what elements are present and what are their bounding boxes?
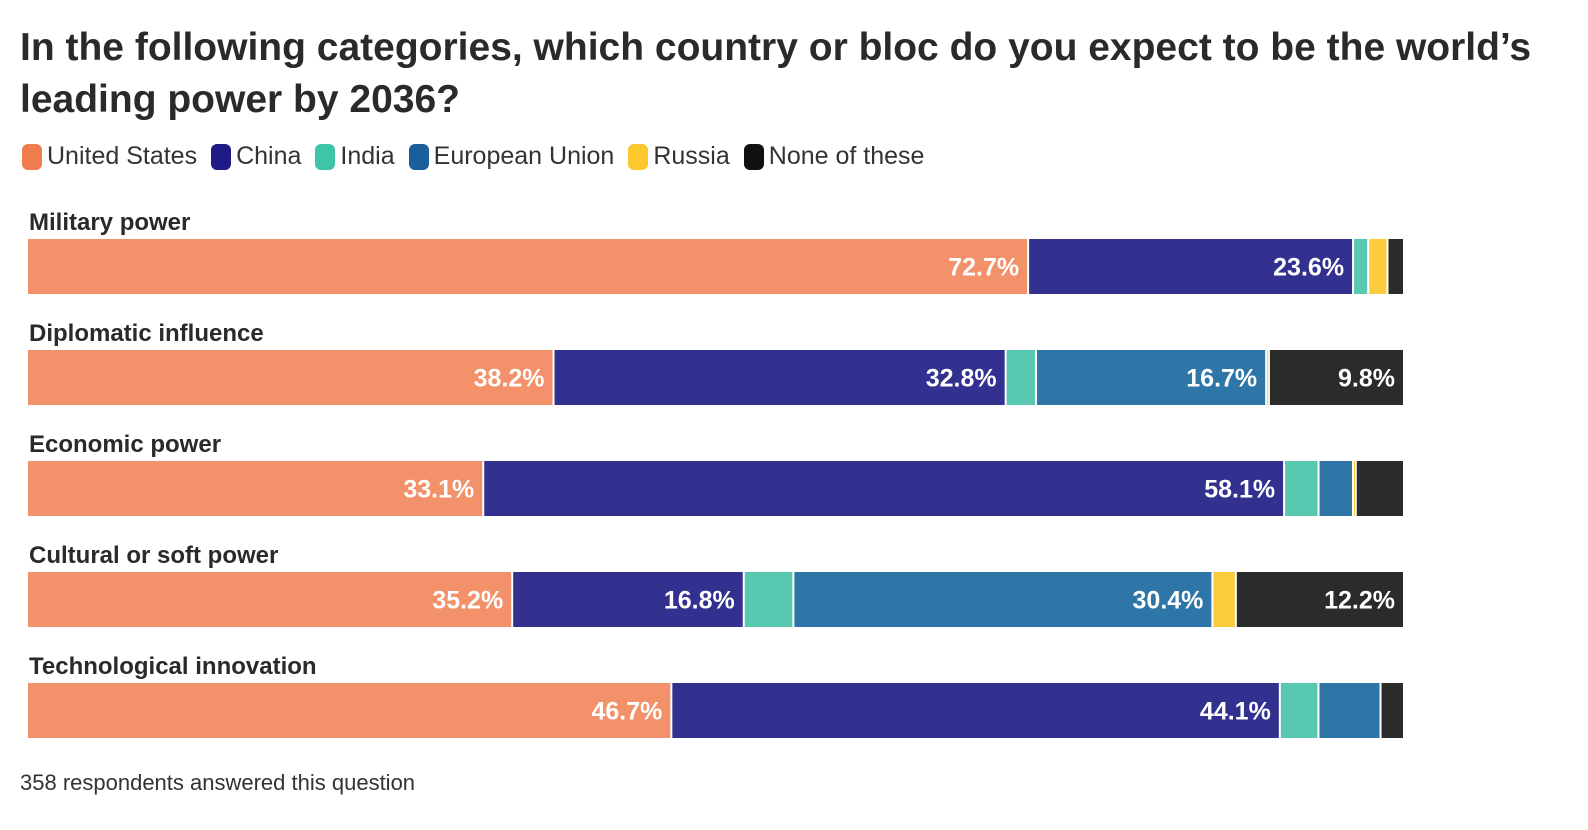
legend-label-china: China bbox=[236, 142, 302, 170]
data-label-cultural-or-soft-power-china: 16.8% bbox=[664, 587, 735, 615]
data-label-cultural-or-soft-power-european-union: 30.4% bbox=[1133, 587, 1204, 615]
bar-segment-military-power-russia bbox=[1369, 239, 1387, 294]
bar-segment-diplomatic-influence-european-union bbox=[1036, 350, 1266, 405]
bar-segment-diplomatic-influence-none-of-these bbox=[1269, 350, 1403, 405]
bar-segment-economic-power-china bbox=[484, 461, 1284, 516]
bar-segment-technological-innovation-india bbox=[1280, 683, 1318, 738]
data-label-diplomatic-influence-china: 32.8% bbox=[926, 365, 997, 393]
legend-label-russia: Russia bbox=[653, 142, 730, 170]
bar-segment-diplomatic-influence-china bbox=[554, 350, 1005, 405]
category-label-cultural-or-soft-power: Cultural or soft power bbox=[29, 542, 278, 569]
bar-segment-economic-power-united-states bbox=[28, 461, 483, 516]
bar-segment-diplomatic-influence-united-states bbox=[28, 350, 553, 405]
bar-segment-economic-power-russia bbox=[1354, 461, 1355, 516]
chart-title: In the following categories, which count… bbox=[20, 26, 1532, 121]
bar-segment-military-power-united-states bbox=[28, 239, 1028, 294]
legend: United States China India European Union… bbox=[22, 142, 938, 171]
bar-segment-cultural-or-soft-power-russia bbox=[1213, 572, 1235, 627]
legend-swatch-european-union bbox=[408, 143, 429, 170]
legend-item-russia: Russia bbox=[628, 142, 730, 171]
legend-swatch-russia bbox=[628, 143, 649, 170]
legend-item-none-of-these: None of these bbox=[743, 142, 925, 171]
bar-segment-economic-power-european-union bbox=[1319, 461, 1352, 516]
legend-swatch-india bbox=[315, 143, 336, 170]
bar-segment-diplomatic-influence-russia bbox=[1267, 350, 1269, 405]
legend-swatch-none-of-these bbox=[743, 143, 764, 170]
bar-segment-military-power-none-of-these bbox=[1388, 239, 1403, 294]
category-label-technological-innovation: Technological innovation bbox=[29, 653, 317, 680]
category-label-economic-power: Economic power bbox=[29, 431, 221, 458]
stacked-bar-chart: Military power 72.7% 23.6% Diplomatic influ… bbox=[28, 209, 1403, 738]
data-label-diplomatic-influence-european-union: 16.7% bbox=[1186, 365, 1257, 393]
bar-segment-cultural-or-soft-power-european-union bbox=[794, 572, 1212, 627]
data-label-economic-power-united-states: 33.1% bbox=[403, 476, 474, 504]
legend-label-india: India bbox=[340, 142, 395, 170]
bar-segment-economic-power-india bbox=[1285, 461, 1318, 516]
bar-segment-technological-innovation-china bbox=[672, 683, 1279, 738]
bar-segment-technological-innovation-united-states bbox=[28, 683, 671, 738]
data-label-diplomatic-influence-none-of-these: 9.8% bbox=[1338, 365, 1395, 393]
data-label-cultural-or-soft-power-none-of-these: 12.2% bbox=[1324, 587, 1395, 615]
bar-segment-cultural-or-soft-power-india bbox=[744, 572, 793, 627]
legend-label-none-of-these: None of these bbox=[768, 142, 925, 170]
legend-item-india: India bbox=[315, 142, 395, 171]
category-label-military-power: Military power bbox=[29, 209, 190, 236]
bar-segment-economic-power-none-of-these bbox=[1356, 461, 1403, 516]
legend-item-china: China bbox=[211, 142, 301, 171]
data-label-diplomatic-influence-united-states: 38.2% bbox=[474, 365, 545, 393]
bar-segment-cultural-or-soft-power-china bbox=[513, 572, 743, 627]
bar-segment-technological-innovation-european-union bbox=[1319, 683, 1380, 738]
data-label-technological-innovation-united-states: 46.7% bbox=[591, 698, 662, 726]
data-label-military-power-china: 23.6% bbox=[1273, 254, 1344, 282]
legend-item-european-union: European Union bbox=[408, 142, 615, 171]
data-label-economic-power-china: 58.1% bbox=[1204, 476, 1275, 504]
data-label-military-power-united-states: 72.7% bbox=[948, 254, 1019, 282]
legend-label-united-states: United States bbox=[47, 142, 198, 170]
bar-segment-cultural-or-soft-power-none-of-these bbox=[1236, 572, 1403, 627]
data-label-cultural-or-soft-power-united-states: 35.2% bbox=[432, 587, 503, 615]
bar-segment-diplomatic-influence-india bbox=[1006, 350, 1035, 405]
legend-item-united-states: United States bbox=[22, 142, 197, 171]
category-label-diplomatic-influence: Diplomatic influence bbox=[29, 320, 264, 347]
legend-label-european-union: European Union bbox=[433, 142, 615, 170]
respondents-footnote: 358 respondents answered this question bbox=[20, 770, 416, 795]
bar-segment-technological-innovation-none-of-these bbox=[1381, 683, 1403, 738]
legend-swatch-united-states bbox=[22, 143, 42, 170]
bar-segment-military-power-india bbox=[1354, 239, 1368, 294]
bar-segment-military-power-china bbox=[1029, 239, 1353, 294]
data-label-technological-innovation-china: 44.1% bbox=[1200, 698, 1271, 726]
legend-swatch-china bbox=[211, 143, 232, 170]
bar-segment-cultural-or-soft-power-united-states bbox=[28, 572, 512, 627]
